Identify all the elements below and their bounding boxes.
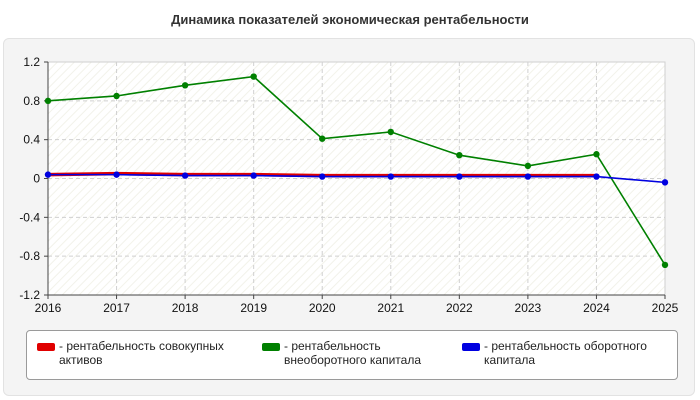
data-point[interactable]	[319, 135, 326, 142]
data-point[interactable]	[181, 82, 189, 89]
data-point[interactable]	[456, 173, 463, 180]
data-point[interactable]	[456, 152, 463, 159]
series-2	[44, 171, 669, 186]
data-point[interactable]	[387, 173, 394, 180]
x-tick-label: 2023	[515, 301, 542, 315]
y-tick-label: -0.4	[19, 210, 40, 224]
x-tick-label: 2019	[240, 301, 267, 315]
legend-swatch-noncurrent	[262, 343, 280, 351]
x-tick-label: 2025	[652, 301, 679, 315]
x-tick-label: 2018	[172, 301, 199, 315]
x-tick-label: 2022	[446, 301, 473, 315]
x-tick-label: 2017	[103, 301, 130, 315]
data-point[interactable]	[387, 128, 394, 136]
data-point[interactable]	[524, 162, 532, 170]
legend: - рентабельность совокупных активов - ре…	[26, 330, 678, 380]
data-point[interactable]	[250, 73, 257, 80]
data-point[interactable]	[593, 173, 600, 180]
series-group	[44, 73, 669, 269]
y-tick-label: -1.2	[19, 288, 40, 302]
legend-swatch-current	[462, 343, 480, 351]
data-point[interactable]	[661, 261, 669, 269]
data-point[interactable]	[593, 151, 600, 158]
x-tick-labels: 2016 2017 2018 2019 2020 2021 2022 2023 2024 2025	[35, 301, 679, 315]
legend-label-current: - рентабельность оборотного капитала	[484, 339, 647, 367]
series-line	[47, 75, 666, 266]
series-line	[48, 173, 666, 184]
data-point[interactable]	[319, 173, 326, 180]
data-point[interactable]	[44, 171, 52, 178]
y-tick-label: 0.4	[23, 133, 40, 147]
data-point[interactable]	[113, 92, 120, 100]
legend-label-noncurrent: - рентабельность внеоборотного капитала	[284, 339, 421, 367]
y-tick-labels: 1.2 0.8 0.4 0 -0.4 -0.8 -1.2	[19, 55, 40, 302]
y-tick-label: 0	[33, 172, 40, 186]
x-tick-label: 2021	[377, 301, 404, 315]
data-point[interactable]	[181, 172, 189, 179]
data-point[interactable]	[44, 97, 52, 105]
data-point[interactable]	[250, 172, 257, 179]
x-tick-label: 2020	[309, 301, 336, 315]
legend-label-assets: - рентабельность совокупных активов	[59, 339, 224, 367]
legend-swatch-assets	[37, 343, 55, 351]
chart-title: Динамика показателей экономическая рента…	[171, 12, 529, 27]
y-tick-label: 1.2	[23, 55, 40, 69]
data-point[interactable]	[113, 171, 120, 178]
x-tick-label: 2016	[35, 301, 62, 315]
grid-lines	[44, 61, 666, 299]
y-tick-label: 0.8	[23, 94, 40, 108]
data-point[interactable]	[661, 179, 669, 186]
x-tick-label: 2024	[583, 301, 610, 315]
series-1	[44, 73, 669, 269]
data-point[interactable]	[524, 173, 532, 180]
y-tick-label: -0.8	[19, 249, 40, 263]
